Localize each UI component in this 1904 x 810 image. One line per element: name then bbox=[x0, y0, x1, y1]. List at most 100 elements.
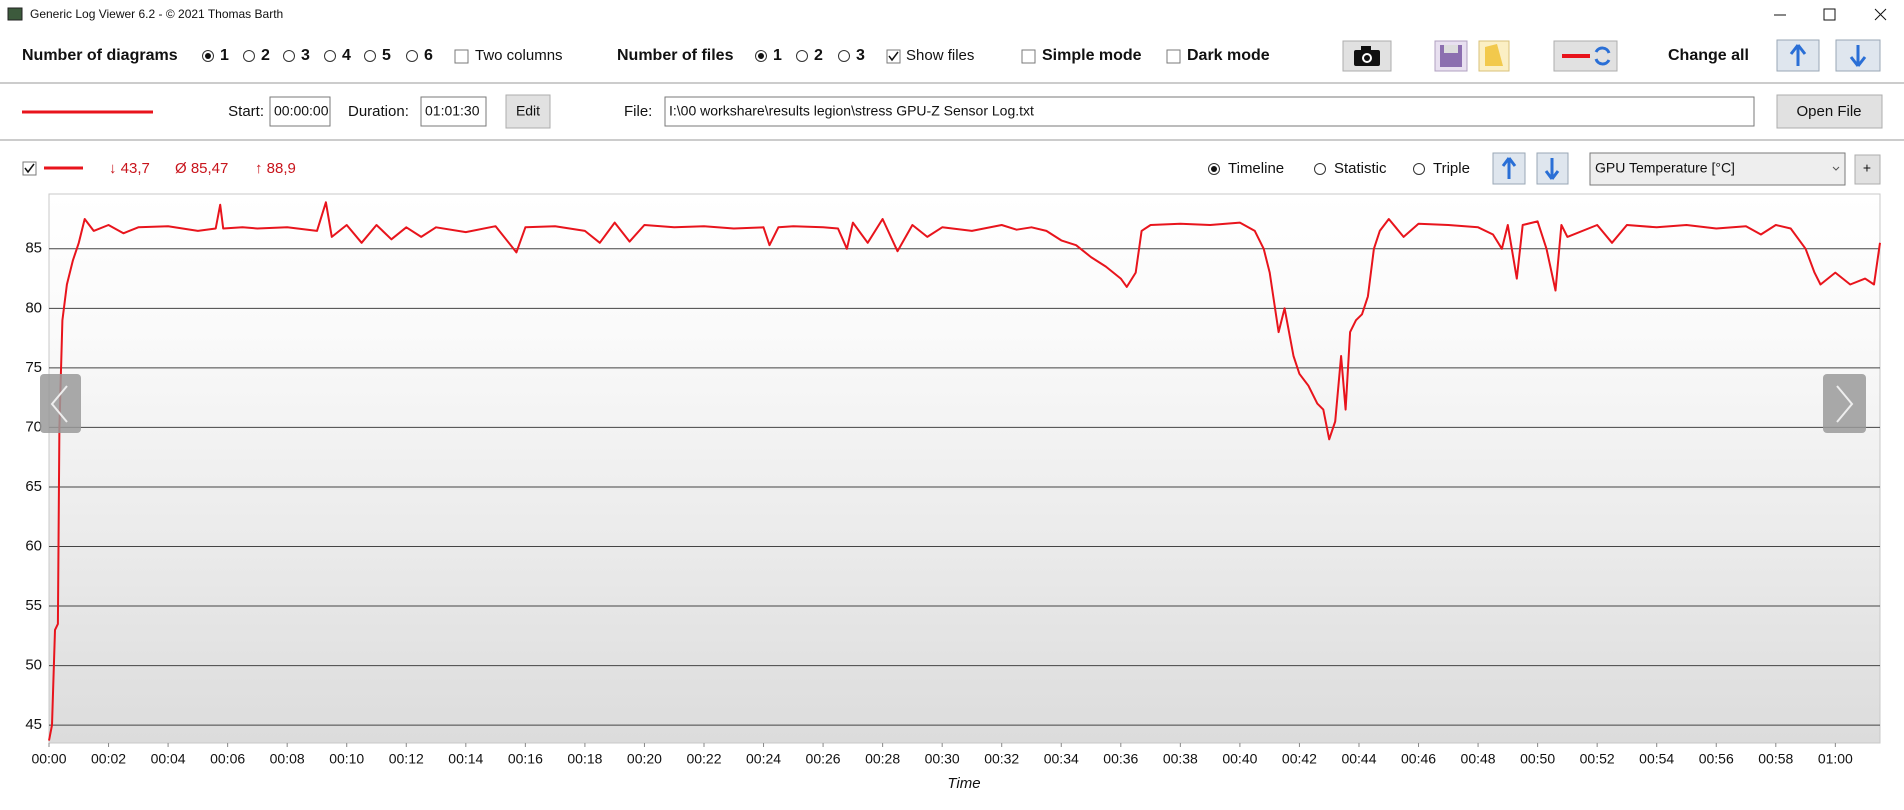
y-tick-label: 50 bbox=[25, 657, 42, 674]
open-folder-button[interactable] bbox=[1478, 40, 1510, 72]
toolbar: Number of diagrams Two columns Number of… bbox=[22, 39, 1881, 72]
file-option: 2 bbox=[814, 47, 823, 64]
start-value: 00:00:00 bbox=[274, 103, 329, 119]
y-tick-label: 55 bbox=[25, 597, 42, 614]
x-tick-label: 01:00 bbox=[1818, 751, 1853, 767]
radio-dot bbox=[205, 53, 211, 59]
diagram-option: 4 bbox=[342, 47, 351, 64]
diagram-option: 2 bbox=[261, 47, 270, 64]
view-option: Statistic bbox=[1334, 160, 1387, 177]
radio-button[interactable] bbox=[838, 50, 850, 62]
file-option: 3 bbox=[856, 47, 865, 64]
file-path-input[interactable] bbox=[664, 96, 1755, 127]
sensor-name: GPU Temperature [°C] bbox=[1595, 160, 1735, 176]
radio-button[interactable] bbox=[364, 50, 376, 62]
options: 1 2 3 4 5 6 1 2 3 Timeline Statistic Triple bbox=[202, 47, 1470, 177]
radio-button[interactable] bbox=[796, 50, 808, 62]
duration-label: Duration: bbox=[348, 103, 409, 120]
previous-button[interactable] bbox=[40, 374, 81, 433]
x-tick-label: 00:32 bbox=[984, 751, 1019, 767]
x-tick-label: 00:24 bbox=[746, 751, 781, 767]
y-tick-label: 60 bbox=[25, 537, 42, 554]
diagram-option: 1 bbox=[220, 47, 229, 64]
radio-button[interactable] bbox=[1413, 163, 1425, 175]
check-mark bbox=[24, 163, 35, 174]
move-up-button[interactable] bbox=[1492, 152, 1526, 185]
view-option: Triple bbox=[1433, 160, 1470, 177]
radio-dot bbox=[758, 53, 764, 59]
x-tick-label: 00:42 bbox=[1282, 751, 1317, 767]
sensor-dropdown[interactable] bbox=[1589, 152, 1846, 186]
y-tick-label: 65 bbox=[25, 478, 42, 495]
avg-stat: Ø 85,47 bbox=[175, 160, 228, 177]
x-tick-label: 00:08 bbox=[270, 751, 305, 767]
x-tick-label: 00:40 bbox=[1222, 751, 1257, 767]
x-tick-label: 00:04 bbox=[151, 751, 186, 767]
x-tick-label: 00:54 bbox=[1639, 751, 1674, 767]
diagram-option: 6 bbox=[424, 47, 433, 64]
y-tick-label: 45 bbox=[25, 716, 42, 733]
start-label: Start: bbox=[228, 103, 264, 120]
x-tick-label: 00:44 bbox=[1341, 751, 1376, 767]
x-tick-label: 00:52 bbox=[1580, 751, 1615, 767]
x-tick-label: 00:34 bbox=[1044, 751, 1079, 767]
min-stat: ↓ 43,7 bbox=[109, 160, 150, 177]
y-tick-label: 70 bbox=[25, 418, 42, 435]
maximize-button[interactable] bbox=[1823, 8, 1836, 21]
radio-button[interactable] bbox=[243, 50, 255, 62]
x-tick-label: 00:22 bbox=[686, 751, 721, 767]
dropdown-arrow bbox=[1832, 166, 1840, 171]
check-mark bbox=[888, 51, 899, 62]
x-axis-label: Time bbox=[947, 775, 980, 792]
x-tick-label: 00:58 bbox=[1758, 751, 1793, 767]
close-button[interactable] bbox=[1874, 8, 1887, 21]
radio-button[interactable] bbox=[324, 50, 336, 62]
x-tick-label: 00:14 bbox=[448, 751, 483, 767]
x-tick-label: 00:50 bbox=[1520, 751, 1555, 767]
screenshot-button[interactable] bbox=[1342, 40, 1392, 72]
open-file-label: Open File bbox=[1796, 103, 1861, 120]
file-label: File: bbox=[624, 103, 652, 120]
grid bbox=[49, 248, 1880, 726]
start-input[interactable] bbox=[269, 96, 331, 127]
open-file-button[interactable] bbox=[1776, 94, 1883, 129]
x-tick-label: 00:48 bbox=[1461, 751, 1496, 767]
x-tick-label: 00:10 bbox=[329, 751, 364, 767]
x-tick-label: 00:56 bbox=[1699, 751, 1734, 767]
axes: 45 50 55 60 65 70 75 80 85 00:00 00:02 00:04 00:06 00… bbox=[25, 240, 1853, 767]
view-option: Timeline bbox=[1228, 160, 1284, 177]
move-down-button[interactable] bbox=[1536, 152, 1569, 185]
add-button[interactable] bbox=[1854, 154, 1881, 185]
swap-color-button[interactable] bbox=[1553, 40, 1618, 72]
save-button[interactable] bbox=[1434, 40, 1468, 72]
x-tick-label: 00:18 bbox=[567, 751, 602, 767]
files-label: Number of files bbox=[617, 47, 734, 64]
series bbox=[48, 201, 1881, 741]
move-up-all-button[interactable] bbox=[1776, 39, 1820, 72]
y-tick-label: 80 bbox=[25, 299, 42, 316]
y-tick-label: 75 bbox=[25, 359, 42, 376]
radio-button[interactable] bbox=[406, 50, 418, 62]
duration-value: 01:01:30 bbox=[425, 103, 480, 119]
x-tick-label: 00:12 bbox=[389, 751, 424, 767]
edit-button[interactable] bbox=[505, 94, 551, 129]
x-tick-label: 00:46 bbox=[1401, 751, 1436, 767]
move-down-all-button[interactable] bbox=[1835, 39, 1881, 72]
diagram-option: 5 bbox=[382, 47, 391, 64]
checkbox[interactable] bbox=[1021, 49, 1036, 64]
x-tick-label: 00:26 bbox=[806, 751, 841, 767]
change-all-label: Change all bbox=[1668, 47, 1749, 64]
checkbox[interactable] bbox=[1166, 49, 1181, 64]
x-tick-label: 00:02 bbox=[91, 751, 126, 767]
radio-button[interactable] bbox=[1314, 163, 1326, 175]
checkbox[interactable] bbox=[454, 49, 469, 64]
duration-input[interactable] bbox=[420, 96, 487, 127]
next-button[interactable] bbox=[1823, 374, 1866, 433]
x-tick-label: 00:20 bbox=[627, 751, 662, 767]
add-label: + bbox=[1863, 160, 1871, 176]
radio-button[interactable] bbox=[283, 50, 295, 62]
x-tick-label: 00:06 bbox=[210, 751, 245, 767]
diagram-option: 3 bbox=[301, 47, 310, 64]
x-tick-label: 00:16 bbox=[508, 751, 543, 767]
